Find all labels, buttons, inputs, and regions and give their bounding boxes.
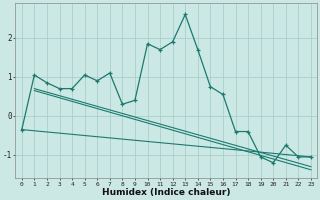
X-axis label: Humidex (Indice chaleur): Humidex (Indice chaleur) xyxy=(102,188,231,197)
